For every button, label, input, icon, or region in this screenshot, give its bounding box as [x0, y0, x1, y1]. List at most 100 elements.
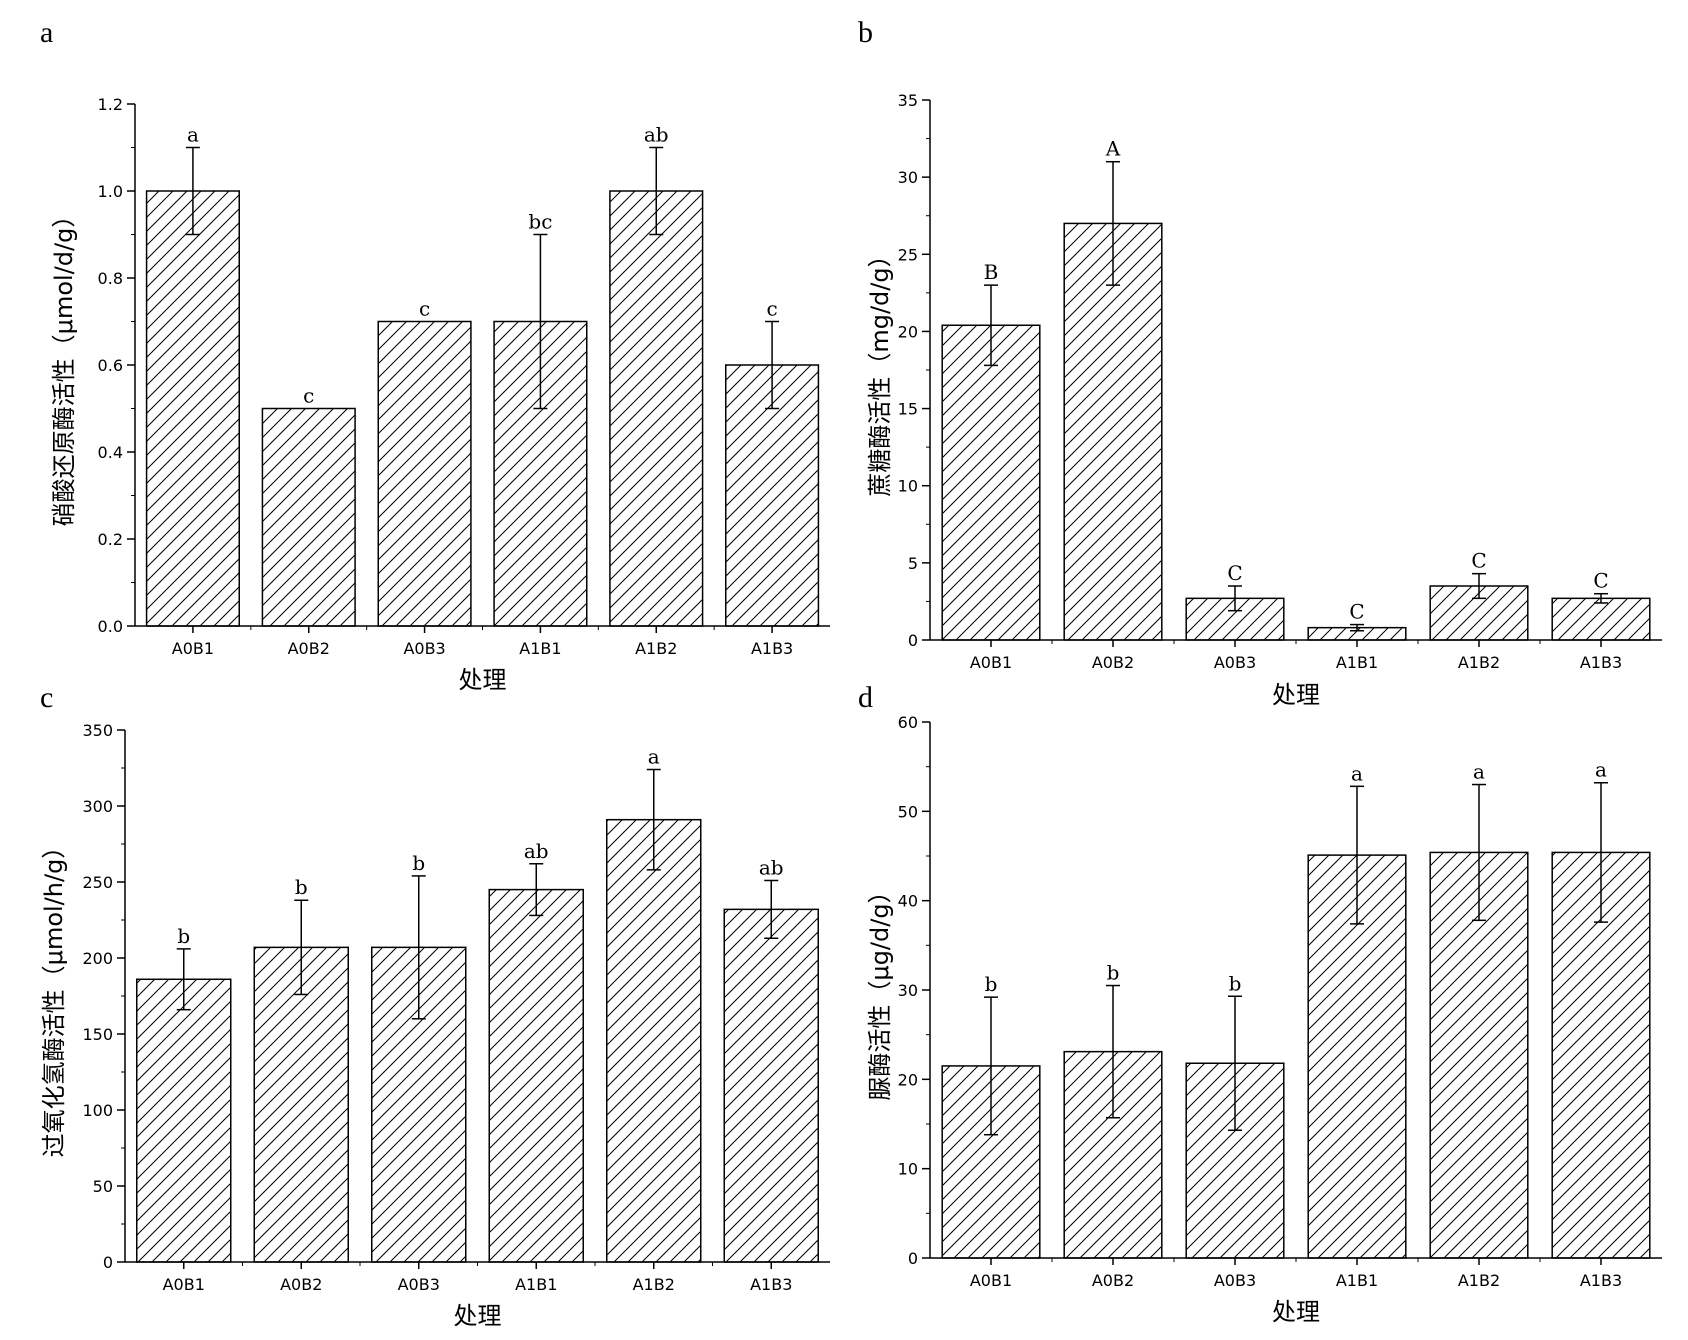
y-axis-title: 蔗糖酶活性（mg/d/g） [866, 243, 894, 496]
x-tick-label: A1B3 [751, 639, 793, 658]
significance-label: b [1229, 971, 1242, 995]
y-tick-label: 150 [82, 1025, 113, 1044]
significance-label: C [1227, 561, 1242, 585]
x-tick-label: A0B2 [280, 1275, 322, 1294]
x-axis-title: 处理 [454, 1302, 502, 1330]
bar [377, 320, 472, 627]
x-tick-label: A1B2 [635, 639, 677, 658]
significance-label: ab [759, 855, 784, 879]
y-tick-label: 50 [93, 1177, 113, 1196]
x-tick-label: A1B3 [750, 1275, 792, 1294]
x-axis-title: 处理 [1272, 1298, 1320, 1326]
bar [145, 190, 240, 627]
x-tick-label: A0B2 [1092, 1271, 1134, 1290]
x-axis-title: 处理 [1272, 681, 1320, 709]
y-tick-label: 250 [82, 873, 113, 892]
y-tick-label: 60 [898, 713, 918, 732]
panel-b: b 0 5 10 15 20 25 30 35 A0B1 B A0B2 A A0B3 C A1B1 C A1B2 C… [858, 16, 1662, 709]
x-tick-label: A1B1 [1336, 653, 1378, 672]
panel-a: a 0.0 0.2 0.4 0.6 0.8 1.0 1.2 A0B1 a A0B2 c A0B3 c A1B… [40, 16, 830, 694]
y-tick-label: 0.4 [98, 443, 123, 462]
panel-letter: a [40, 16, 53, 49]
x-tick-label: A0B1 [970, 1271, 1012, 1290]
x-tick-label: A1B2 [633, 1275, 675, 1294]
y-tick-label: 35 [898, 91, 918, 110]
significance-label: b [412, 851, 425, 875]
significance-label: b [295, 875, 308, 899]
bar [1551, 597, 1651, 641]
panel-letter: d [858, 681, 873, 714]
y-tick-label: 50 [898, 802, 918, 821]
significance-label: a [187, 123, 199, 147]
y-tick-label: 30 [898, 981, 918, 1000]
y-tick-label: 20 [898, 1070, 918, 1089]
x-tick-label: A0B3 [403, 639, 445, 658]
y-axis-title: 硝酸还原酶活性（μmol/d/g） [50, 204, 78, 527]
x-tick-label: A0B3 [1214, 653, 1256, 672]
significance-label: b [985, 972, 998, 996]
x-tick-label: A1B1 [515, 1275, 557, 1294]
y-tick-label: 300 [82, 797, 113, 816]
y-tick-label: 30 [898, 168, 918, 187]
y-tick-label: 10 [898, 1160, 918, 1179]
y-tick-label: 5 [908, 554, 918, 573]
significance-label: C [1593, 569, 1608, 593]
y-tick-label: 10 [898, 477, 918, 496]
bar [261, 407, 356, 627]
significance-label: C [1471, 549, 1486, 573]
y-axis-title: 过氧化氢酶活性（μmol/h/g） [40, 835, 68, 1158]
panel-d: d 0 10 20 30 40 50 60 A0B1 b A0B2 b A0B3 b A1B1 a A1B2 a A… [858, 681, 1662, 1326]
y-tick-label: 40 [898, 892, 918, 911]
significance-label: ab [644, 123, 669, 147]
significance-label: a [1595, 758, 1607, 782]
x-tick-label: A1B1 [519, 639, 561, 658]
y-tick-label: 0.6 [98, 356, 123, 375]
x-tick-label: A1B1 [1336, 1271, 1378, 1290]
y-tick-label: 1.0 [98, 182, 123, 201]
y-tick-label: 0.0 [98, 617, 123, 636]
panel-letter: c [40, 681, 53, 714]
significance-label: c [419, 297, 430, 321]
x-tick-label: A0B2 [1092, 653, 1134, 672]
x-axis-title: 处理 [459, 666, 507, 694]
y-tick-label: 25 [898, 245, 918, 264]
y-tick-label: 200 [82, 949, 113, 968]
significance-label: ab [524, 839, 549, 863]
bar [609, 190, 704, 627]
panel-letter: b [858, 16, 873, 49]
significance-label: a [648, 745, 660, 769]
significance-label: a [1351, 761, 1363, 785]
bar [723, 908, 819, 1263]
y-tick-label: 0 [908, 631, 918, 650]
significance-label: bc [528, 210, 552, 234]
significance-label: c [303, 384, 314, 408]
significance-label: A [1105, 137, 1121, 161]
y-tick-label: 0 [908, 1249, 918, 1268]
x-tick-label: A0B2 [288, 639, 330, 658]
bar [1063, 222, 1163, 641]
y-tick-label: 0 [103, 1253, 113, 1272]
y-tick-label: 0.8 [98, 269, 123, 288]
panel-c: c 0 50 100 150 200 250 300 350 A0B1 b A0B2 b A0B3 b A1B… [40, 681, 830, 1330]
significance-label: a [1473, 760, 1485, 784]
y-tick-label: 1.2 [98, 95, 123, 114]
bar [606, 818, 702, 1263]
y-tick-label: 100 [82, 1101, 113, 1120]
y-tick-label: 350 [82, 721, 113, 740]
x-tick-label: A1B2 [1458, 1271, 1500, 1290]
significance-label: B [984, 260, 999, 284]
significance-label: b [177, 924, 190, 948]
x-tick-label: A0B1 [970, 653, 1012, 672]
y-tick-label: 15 [898, 400, 918, 419]
x-tick-label: A0B1 [172, 639, 214, 658]
y-tick-label: 20 [898, 322, 918, 341]
bar [136, 978, 232, 1263]
x-tick-label: A1B3 [1580, 1271, 1622, 1290]
x-tick-label: A0B3 [398, 1275, 440, 1294]
significance-label: b [1107, 961, 1120, 985]
x-tick-label: A0B1 [163, 1275, 205, 1294]
x-tick-label: A1B2 [1458, 653, 1500, 672]
y-tick-label: 0.2 [98, 530, 123, 549]
bar [941, 324, 1041, 641]
